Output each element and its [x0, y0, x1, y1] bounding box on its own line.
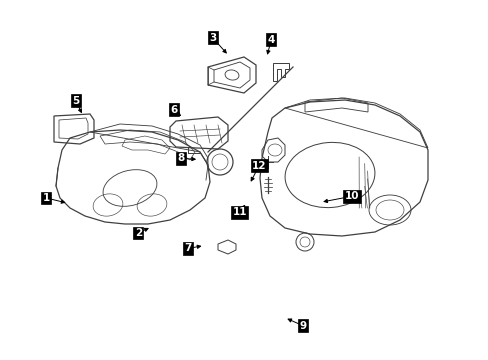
Text: 1: 1	[43, 193, 50, 203]
Text: 8: 8	[177, 153, 184, 163]
Text: 6: 6	[170, 105, 177, 115]
Text: 12: 12	[251, 161, 266, 171]
Text: 3: 3	[209, 33, 216, 43]
Text: 2: 2	[135, 228, 142, 238]
Text: 9: 9	[299, 321, 306, 331]
Text: 5: 5	[72, 96, 79, 106]
Text: 11: 11	[232, 207, 246, 217]
Text: 7: 7	[184, 243, 192, 253]
Text: 4: 4	[267, 35, 275, 45]
Text: 10: 10	[344, 191, 359, 201]
